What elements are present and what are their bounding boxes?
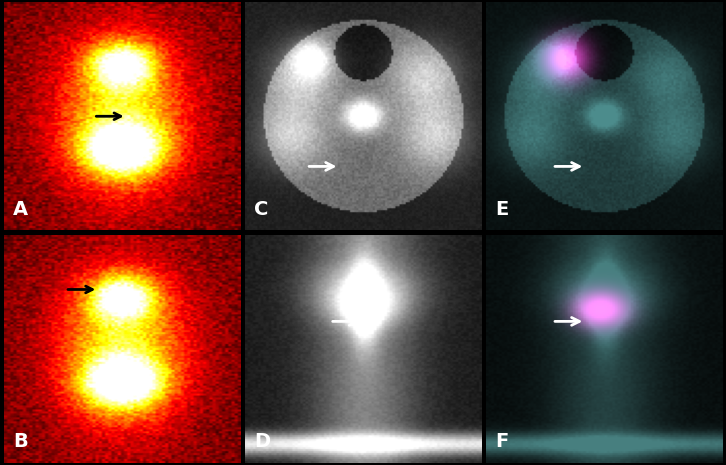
Text: F: F [495,432,509,451]
Text: A: A [13,200,28,219]
Text: E: E [495,200,509,219]
Text: C: C [254,200,269,219]
Text: B: B [13,432,28,451]
Text: D: D [254,432,270,451]
